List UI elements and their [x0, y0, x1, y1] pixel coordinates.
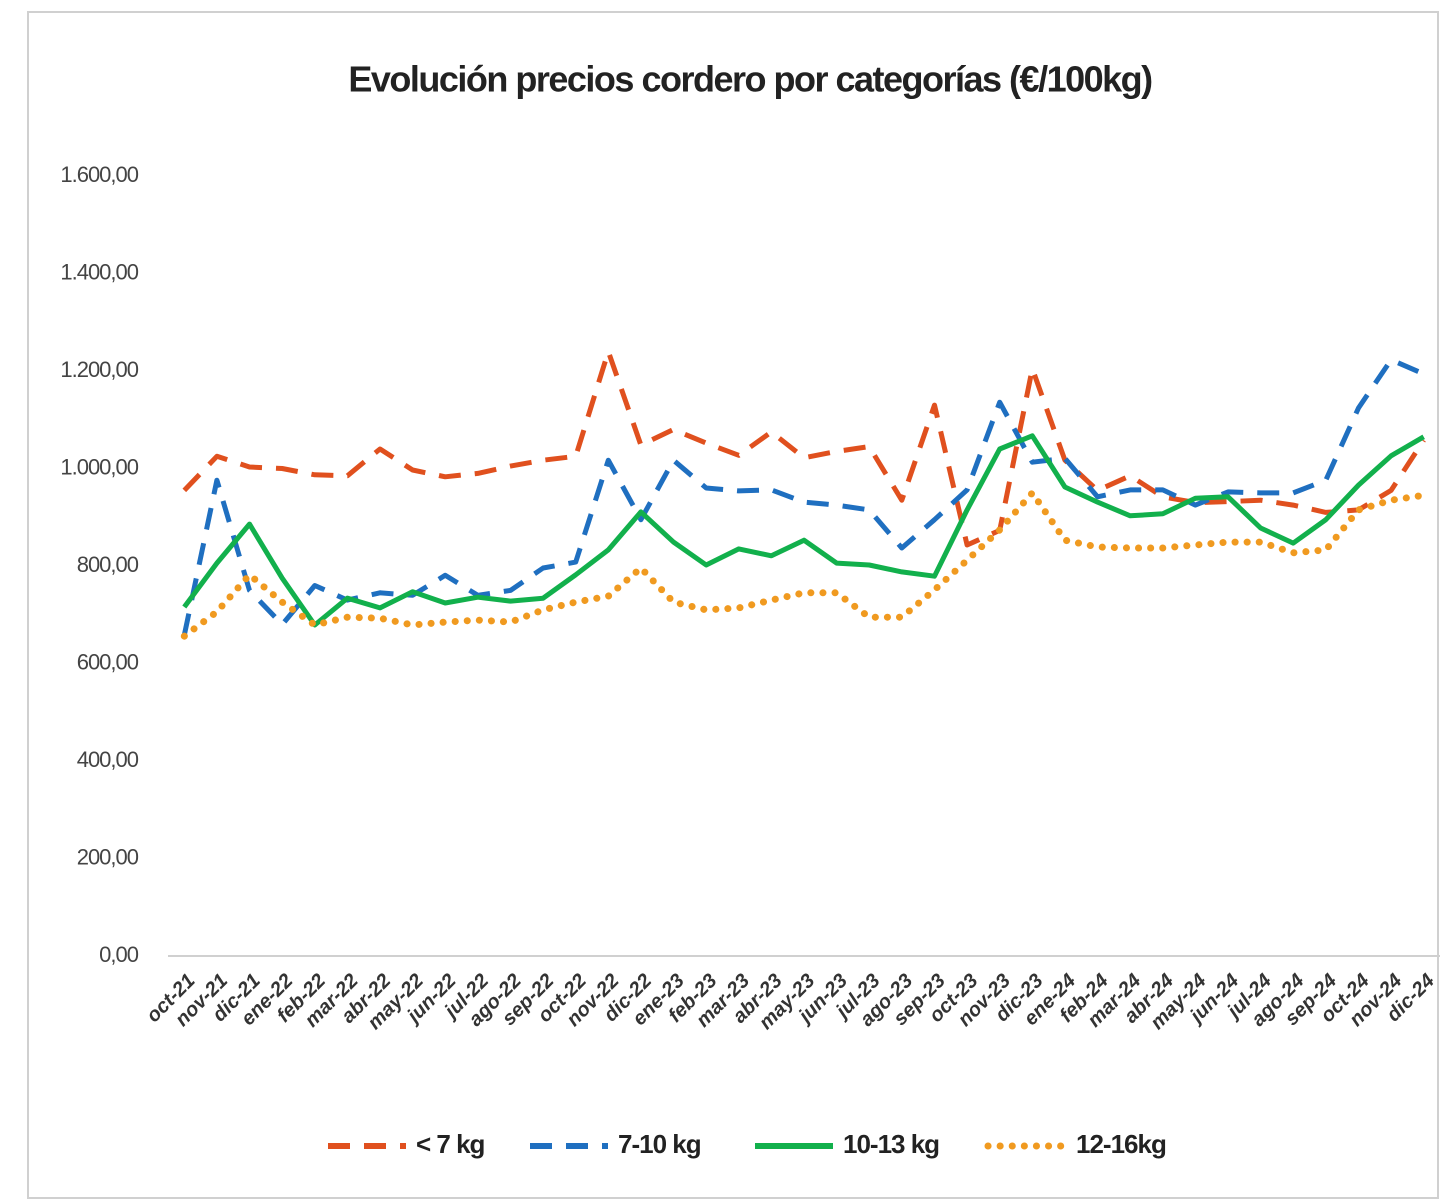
legend-label: 12-16kg: [1076, 1129, 1166, 1159]
legend-label: 10-13 kg: [843, 1129, 939, 1159]
y-tick-label: 1.600,00: [60, 162, 138, 187]
legend-label: < 7 kg: [416, 1129, 485, 1159]
series-line: [182, 433, 1425, 628]
y-tick-label: 800,00: [77, 552, 139, 577]
legend-label: 7-10 kg: [618, 1129, 701, 1159]
y-tick-label: 600,00: [77, 649, 139, 674]
y-tick-label: 1.000,00: [60, 454, 138, 479]
y-tick-label: 400,00: [77, 747, 139, 772]
y-tick-label: 1.400,00: [60, 259, 138, 284]
y-tick-label: 0,00: [99, 942, 139, 967]
chart-title: Evolución precios cordero por categorías…: [348, 59, 1152, 100]
series-line: [182, 349, 1426, 548]
series-line: [181, 357, 1425, 636]
y-tick-label: 200,00: [77, 844, 139, 869]
y-tick-label: 1.200,00: [60, 357, 138, 382]
chart-frame: [27, 11, 1439, 1199]
